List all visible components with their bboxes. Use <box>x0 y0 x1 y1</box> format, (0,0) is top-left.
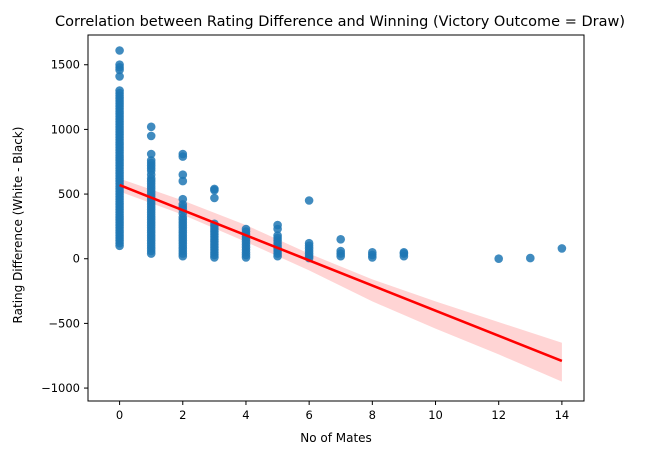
y-tick-label: 1500 <box>51 58 80 72</box>
x-tick-label: 2 <box>179 408 186 422</box>
data-point <box>178 170 188 179</box>
x-tick-label: 12 <box>491 408 506 422</box>
data-point <box>115 65 124 75</box>
x-axis-label: No of Mates <box>300 431 372 445</box>
data-point <box>146 249 156 258</box>
data-point <box>273 224 282 234</box>
data-point <box>210 193 219 203</box>
data-point <box>399 251 409 261</box>
plot-frame <box>87 34 585 402</box>
data-point <box>557 244 567 253</box>
data-point <box>115 46 124 55</box>
x-tick-label: 8 <box>369 408 376 422</box>
data-point <box>304 196 314 205</box>
data-point <box>210 253 219 262</box>
data-point <box>494 254 504 263</box>
data-point <box>241 253 251 262</box>
y-tick-label: 500 <box>58 187 80 201</box>
scatter-points <box>115 46 567 263</box>
x-tick-label: 10 <box>428 408 443 422</box>
data-point <box>336 235 346 244</box>
data-point <box>146 131 156 141</box>
data-point <box>526 253 535 263</box>
x-tick-label: 4 <box>242 408 249 422</box>
data-point <box>210 185 219 195</box>
x-tick-label: 6 <box>305 408 312 422</box>
x-tick-label: 0 <box>116 408 123 422</box>
data-point <box>368 253 377 262</box>
y-tick-label: 1000 <box>51 122 80 136</box>
data-point <box>336 251 346 261</box>
data-point <box>273 251 282 261</box>
data-point <box>178 176 188 186</box>
data-point <box>178 251 188 261</box>
y-tick-label: 0 <box>73 252 80 266</box>
data-point <box>178 152 188 161</box>
x-axis-ticks: 0 2 4 6 8 10 12 14 <box>116 401 569 422</box>
regression-line-group <box>119 183 563 363</box>
data-point <box>115 72 124 81</box>
data-point <box>115 241 124 251</box>
y-axis-label: Rating Difference (White - Black) <box>11 127 25 324</box>
chart-title: Correlation between Rating Difference an… <box>55 14 625 30</box>
x-tick-label: 14 <box>555 408 570 422</box>
y-axis-ticks: −1000 −500 0 500 1000 1500 <box>41 58 88 395</box>
y-tick-label: −500 <box>48 316 80 330</box>
data-point <box>146 122 156 132</box>
regression-line <box>119 183 563 363</box>
data-point <box>146 149 156 159</box>
y-tick-label: −1000 <box>41 381 80 395</box>
